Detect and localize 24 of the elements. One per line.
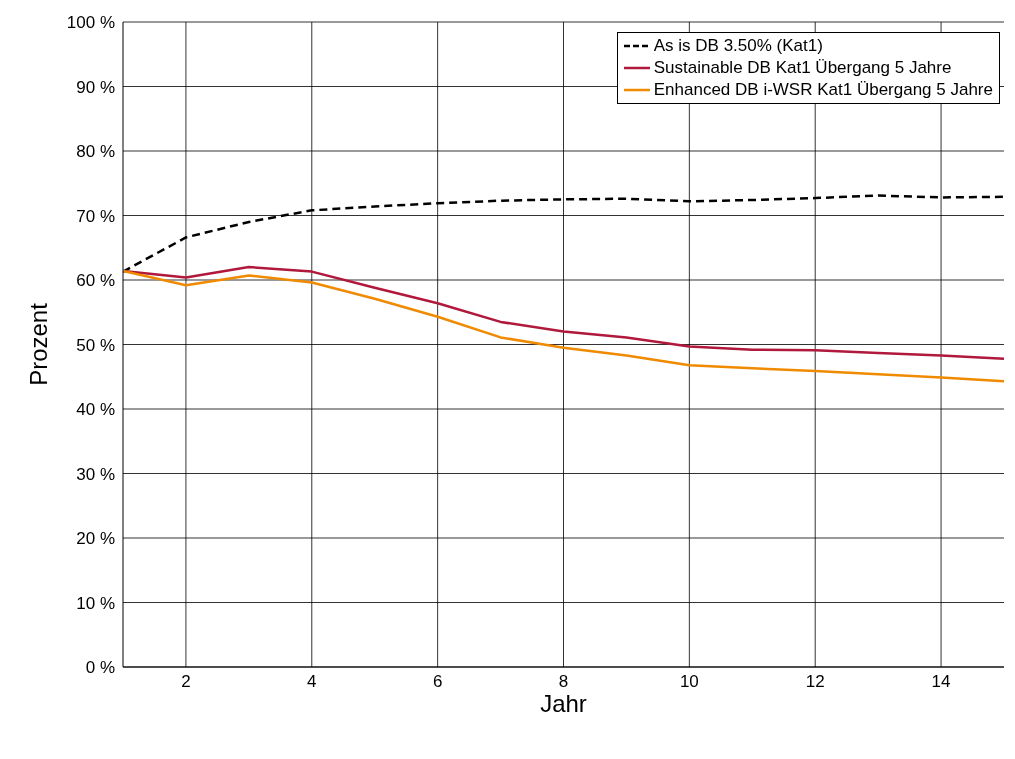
y-tick-label: 90 % <box>76 77 115 97</box>
y-tick-label: 0 % <box>85 658 115 678</box>
legend-label: As is DB 3.50% (Kat1) <box>653 35 823 57</box>
x-tick-label: 10 <box>679 672 699 692</box>
y-tick-label: 30 % <box>76 464 115 484</box>
y-tick-label: 60 % <box>76 271 115 291</box>
y-tick-label: 40 % <box>76 400 115 420</box>
x-tick-label: 4 <box>307 672 317 692</box>
x-tick-label: 12 <box>805 672 825 692</box>
legend-label: Enhanced DB i-WSR Kat1 Übergang 5 Jahre <box>653 79 993 101</box>
y-tick-label: 50 % <box>76 335 115 355</box>
y-tick-label: 100 % <box>66 13 115 33</box>
y-tick-label: 10 % <box>76 593 115 613</box>
legend-label: Sustainable DB Kat1 Übergang 5 Jahre <box>653 57 952 79</box>
x-tick-label: 6 <box>432 672 443 692</box>
y-tick-label: 20 % <box>76 529 115 549</box>
x-tick-label: 14 <box>931 672 951 692</box>
x-axis-title: Jahr <box>540 690 587 717</box>
line-series <box>123 269 1004 383</box>
x-tick-label: 8 <box>558 672 569 692</box>
y-axis-title: Prozent <box>24 302 52 386</box>
x-tick-label: 2 <box>181 672 191 692</box>
y-tick-label: 70 % <box>76 206 115 226</box>
y-tick-label: 80 % <box>76 142 115 162</box>
